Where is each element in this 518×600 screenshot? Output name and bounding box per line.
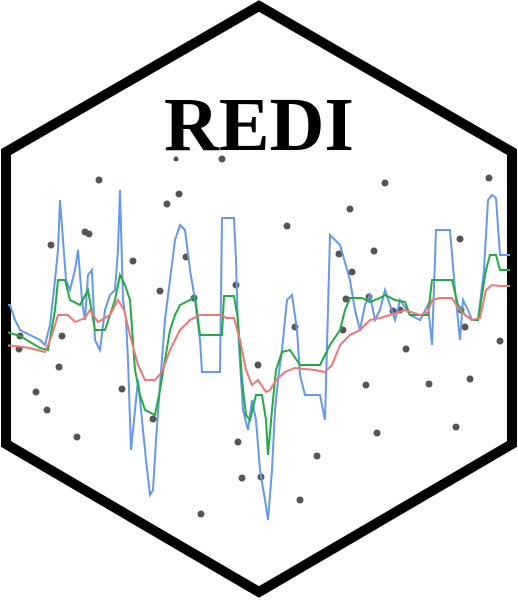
logo-title: REDI: [164, 83, 354, 167]
plot: [8, 155, 510, 521]
green-line: [8, 254, 510, 456]
red-line: [8, 283, 510, 394]
points: [15, 155, 504, 518]
